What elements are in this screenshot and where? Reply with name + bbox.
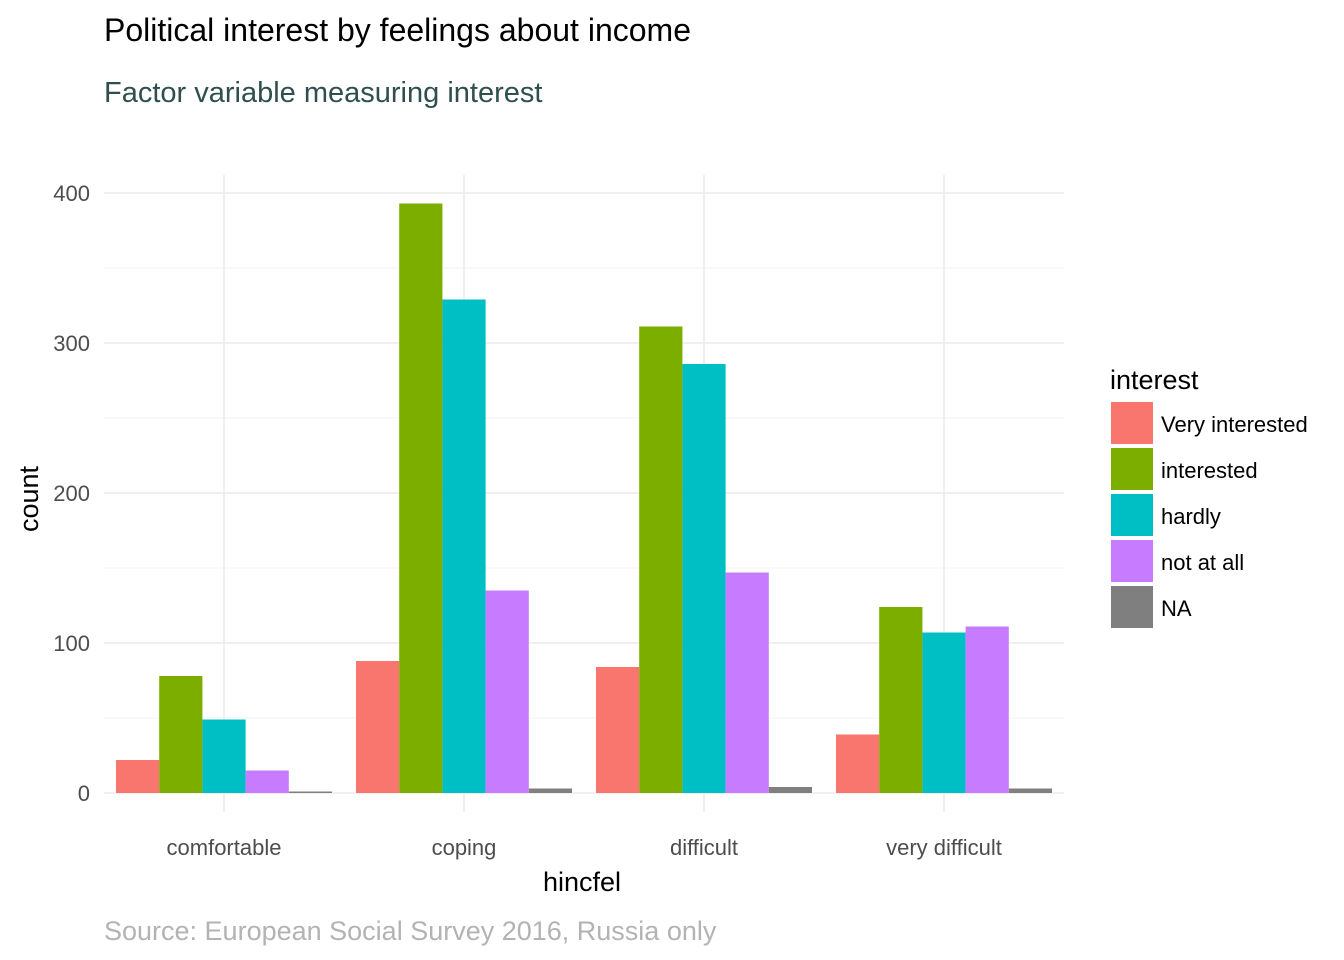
y-axis-ticks: 0 100 200 300 400 xyxy=(53,181,90,806)
bar-interested xyxy=(879,607,923,793)
x-tick-label: very difficult xyxy=(886,835,1002,860)
bar-interested xyxy=(399,203,443,793)
legend-label: not at all xyxy=(1161,550,1244,575)
legend-label: Very interested xyxy=(1161,412,1308,437)
legend-label: hardly xyxy=(1161,504,1221,529)
bar-very-interested xyxy=(356,661,400,793)
y-tick-label: 100 xyxy=(53,631,90,656)
bar-not-at-all xyxy=(725,572,769,793)
bars xyxy=(116,203,1052,793)
legend-key xyxy=(1111,540,1153,582)
bar-na xyxy=(768,787,812,793)
bar-not-at-all xyxy=(485,590,529,793)
bar-not-at-all xyxy=(965,626,1009,793)
legend-title: interest xyxy=(1110,365,1199,395)
x-tick-label: difficult xyxy=(670,835,738,860)
bar-very-interested xyxy=(836,734,880,793)
bar-na xyxy=(528,788,572,793)
legend-key xyxy=(1111,494,1153,536)
legend-label: interested xyxy=(1161,458,1258,483)
bar-hardly xyxy=(682,364,726,793)
legend-key xyxy=(1111,448,1153,490)
bar-very-interested xyxy=(596,667,640,793)
chart-title: Political interest by feelings about inc… xyxy=(104,12,691,48)
bar-interested xyxy=(159,676,203,793)
x-axis-title: hincfel xyxy=(543,867,621,897)
y-tick-label: 200 xyxy=(53,481,90,506)
y-axis-title: count xyxy=(14,465,44,532)
y-tick-label: 300 xyxy=(53,331,90,356)
bar-hardly xyxy=(442,299,486,793)
x-tick-label: comfortable xyxy=(167,835,282,860)
legend-key xyxy=(1111,586,1153,628)
bar-not-at-all xyxy=(245,770,289,793)
x-tick-label: coping xyxy=(432,835,497,860)
bar-na xyxy=(1008,788,1052,793)
x-axis-ticks: comfortable coping difficult very difficult xyxy=(167,835,1002,860)
y-tick-label: 400 xyxy=(53,181,90,206)
legend-label: NA xyxy=(1161,596,1192,621)
bar-very-interested xyxy=(116,760,160,793)
bar-hardly xyxy=(202,719,246,793)
legend: interest Very interested interested hardly… xyxy=(1110,365,1308,628)
legend-key xyxy=(1111,402,1153,444)
y-tick-label: 0 xyxy=(78,781,90,806)
bar-na xyxy=(288,791,332,793)
bar-hardly xyxy=(922,632,966,793)
chart-caption: Source: European Social Survey 2016, Rus… xyxy=(104,916,717,946)
chart-subtitle: Factor variable measuring interest xyxy=(104,77,542,109)
bar-interested xyxy=(639,326,683,793)
